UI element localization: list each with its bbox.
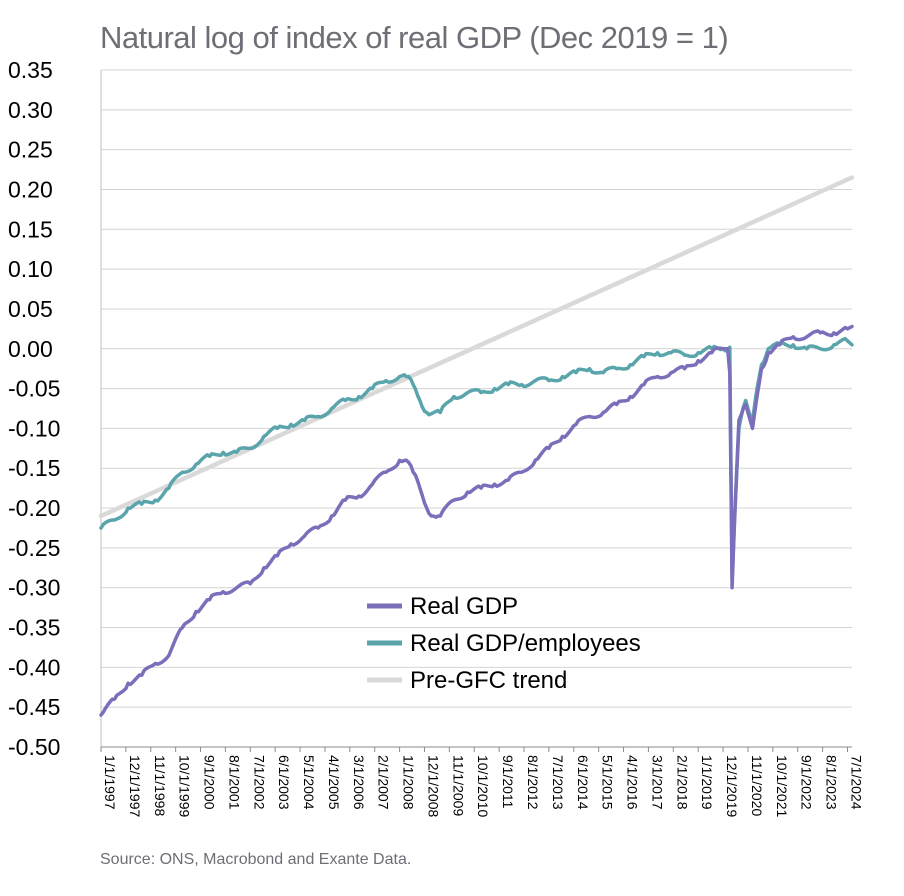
x-tick-label: 7/1/2024 [848,755,864,810]
x-tick-label: 1/1/2019 [699,755,715,810]
y-tick-label: -0.35 [8,615,60,641]
x-tick-label: 9/1/2000 [202,755,218,810]
gridlines [100,69,852,748]
y-tick-label: -0.15 [8,455,60,481]
y-axis-ticks: 0.35 0.30 0.25 0.20 0.15 0.10 0.05 0.00 -0.05 -0.… [8,57,60,760]
y-tick-label: -0.25 [8,535,60,561]
x-tick-label: 8/1/2012 [525,755,541,810]
x-tick-label: 12/1/2019 [724,755,740,817]
x-tick-label: 4/1/2005 [326,755,342,810]
x-tick-label: 9/1/2011 [500,755,516,809]
x-tick-label: 3/1/2006 [351,755,367,810]
y-tick-label: -0.45 [8,694,60,720]
y-tick-label: 0.00 [8,336,53,362]
x-tick-label: 2/1/2007 [376,755,392,810]
y-tick-label: 0.25 [8,137,53,163]
y-tick-label: -0.05 [8,376,60,402]
y-tick-label: 0.10 [8,256,53,282]
series-line-real-gdp [99,324,854,717]
x-tick-label: 1/1/1997 [102,755,118,810]
x-tick-label: 7/1/2002 [251,755,267,810]
y-tick-label: 0.05 [8,296,53,322]
chart-title: Natural log of index of real GDP (Dec 20… [100,20,729,55]
series-line-real-gdp-per-employee [99,336,854,582]
x-tick-label: 11/1/2009 [450,755,466,816]
y-tick-label: -0.40 [8,654,60,680]
x-tick-label: 10/1/2010 [475,755,491,817]
x-tick-label: 11/1/1998 [152,755,168,816]
y-tick-label: -0.50 [8,734,60,760]
x-tick-label: 10/1/2021 [774,755,790,817]
legend-item-pre-gfc-trend-label: Pre-GFC trend [410,667,567,694]
x-tick-label: 10/1/1999 [177,755,193,817]
legend-item-real-gdp-per-employee-label: Real GDP/employees [410,630,641,657]
legend: Real GDP Real GDP/employees Pre-GFC trend [367,593,641,694]
chart-source-note: Source: ONS, Macrobond and Exante Data. [100,851,412,868]
y-tick-label: 0.15 [8,216,53,242]
y-tick-label: -0.10 [8,415,60,441]
x-tick-label: 2/1/2018 [674,755,690,810]
x-tick-label: 4/1/2016 [625,755,641,810]
x-tick-label: 1/1/2008 [401,755,417,810]
y-tick-label: 0.30 [8,97,53,123]
y-tick-label: 0.20 [8,176,53,202]
x-tick-label: 11/1/2020 [749,755,765,816]
series-line-pre-gfc-trend [98,175,855,519]
y-tick-label: 0.35 [8,57,53,83]
x-tick-label: 12/1/1997 [127,755,143,817]
x-tick-label: 7/1/2013 [550,755,566,810]
x-tick-label: 3/1/2017 [649,755,665,810]
x-tick-label: 5/1/2004 [301,755,317,810]
x-tick-label: 6/1/2003 [276,755,292,810]
y-tick-label: -0.20 [8,495,60,521]
legend-item-real-gdp-label: Real GDP [410,593,518,620]
y-tick-label: -0.30 [8,575,60,601]
x-tick-label: 8/1/2001 [226,755,242,810]
x-tick-label: 9/1/2022 [799,755,815,810]
x-tick-label: 8/1/2023 [824,755,840,810]
x-tick-label: 6/1/2014 [575,755,591,810]
x-axis-ticks: 1/1/1997 12/1/1997 11/1/1998 10/1/1999 9/1/2… [100,747,864,817]
x-tick-label: 5/1/2015 [600,755,616,810]
x-tick-label: 12/1/2008 [425,755,441,817]
series-lines [98,175,855,717]
